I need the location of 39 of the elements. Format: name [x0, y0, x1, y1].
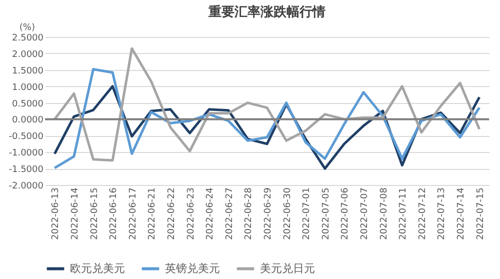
x-tick-label: 2022-06-28 — [244, 187, 254, 240]
x-tick-label: 2022-06-21 — [148, 188, 158, 240]
chart-title: 重要汇率涨跌幅行情 — [208, 4, 326, 20]
y-axis-title: (%) — [19, 23, 35, 33]
y-tick-label: 1.5000 — [12, 66, 44, 76]
legend-label: 英镑兑美元 — [165, 262, 220, 275]
x-tick-label: 2022-07-07 — [360, 188, 370, 240]
y-tick-label: 1.0000 — [12, 82, 44, 93]
x-tick-label: 2022-06-16 — [109, 187, 120, 240]
x-tick-label: 2022-06-24 — [206, 187, 216, 240]
x-tick-label: 2022-06-30 — [282, 187, 293, 240]
x-tick-label: 2022-07-11 — [398, 188, 409, 240]
y-tick-label: -1.0000 — [8, 148, 44, 159]
x-tick-label: 2022-07-08 — [379, 187, 390, 240]
y-tick-label: -0.5000 — [8, 132, 44, 142]
y-tick-label: 2.5000 — [12, 34, 44, 44]
y-tick-label: 0.5000 — [12, 99, 44, 110]
y-tick-label: -1.5000 — [8, 165, 44, 176]
y-tick-label: 2.0000 — [12, 50, 44, 60]
legend-label: 欧元兑美元 — [70, 262, 125, 275]
legend-label: 美元兑日元 — [260, 262, 315, 275]
x-tick-label: 2022-06-17 — [128, 188, 138, 240]
x-tick-label: 2022-07-05 — [321, 188, 332, 240]
x-tick-label: 2022-07-06 — [340, 187, 351, 240]
x-tick-label: 2022-07-01 — [302, 188, 312, 240]
x-tick-label: 2022-07-15 — [476, 188, 486, 240]
x-tick-label: 2022-07-14 — [456, 187, 467, 240]
line-series — [53, 47, 481, 162]
x-tick-label: 2022-06-13 — [51, 188, 62, 240]
x-tick-label: 2022-06-22 — [166, 188, 177, 240]
x-tick-label: 2022-07-12 — [418, 188, 428, 240]
y-tick-label: 0.0000 — [12, 116, 44, 126]
x-tick-label: 2022-06-15 — [90, 188, 100, 240]
x-tick-label: 2022-06-23 — [186, 188, 196, 240]
x-tick-label: 2022-07-13 — [437, 188, 448, 240]
y-tick-label: -2.0000 — [8, 182, 44, 192]
x-tick-label: 2022-06-29 — [264, 187, 274, 240]
x-tick-label: 2022-06-27 — [224, 188, 235, 240]
x-tick-label: 2022-06-14 — [70, 187, 80, 240]
